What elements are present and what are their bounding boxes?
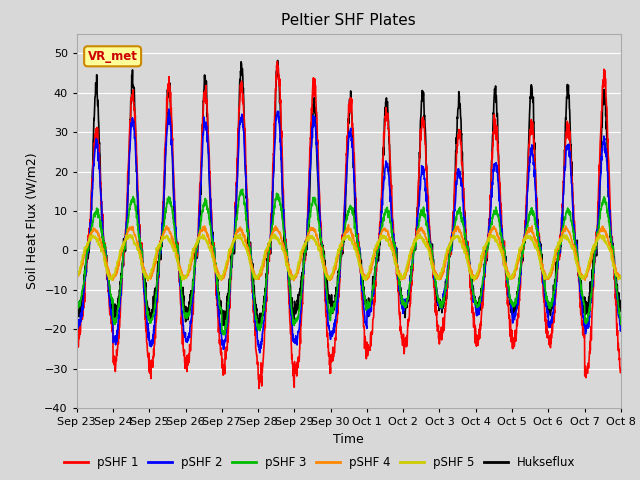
pSHF 3 (220, 332, 228, 337)
pSHF 5 (365, 273, 372, 279)
pSHF 1 (255, 385, 263, 391)
Hukseflux (584, 306, 592, 312)
Hukseflux (377, 228, 385, 234)
pSHF 1 (617, 366, 625, 372)
pSHF 4 (73, 275, 81, 280)
Hukseflux (274, 58, 282, 63)
pSHF 4 (570, 241, 577, 247)
pSHF 3 (377, 234, 385, 240)
pSHF 4 (344, 222, 352, 228)
pSHF 1 (584, 360, 592, 366)
pSHF 4 (508, 276, 515, 282)
Hukseflux (508, 303, 515, 309)
X-axis label: Time: Time (333, 432, 364, 445)
pSHF 2 (73, 324, 81, 330)
pSHF 1 (225, 321, 232, 326)
Line: Hukseflux: Hukseflux (77, 60, 621, 326)
Line: pSHF 3: pSHF 3 (77, 189, 621, 335)
Text: VR_met: VR_met (88, 50, 138, 63)
pSHF 3 (584, 311, 592, 316)
Hukseflux (570, 215, 577, 220)
pSHF 1 (73, 335, 81, 341)
pSHF 3 (570, 229, 577, 235)
pSHF 2 (570, 205, 577, 211)
pSHF 3 (73, 303, 81, 309)
Line: pSHF 2: pSHF 2 (77, 109, 621, 353)
pSHF 3 (225, 293, 232, 299)
pSHF 2 (225, 305, 232, 311)
pSHF 1 (508, 335, 515, 341)
pSHF 1 (273, 59, 281, 64)
pSHF 5 (73, 274, 81, 279)
pSHF 4 (377, 232, 385, 238)
pSHF 4 (365, 273, 372, 279)
Hukseflux (365, 298, 372, 304)
Line: pSHF 5: pSHF 5 (77, 234, 621, 281)
pSHF 4 (144, 278, 152, 284)
pSHF 5 (584, 263, 592, 268)
pSHF 2 (377, 226, 385, 231)
pSHF 4 (617, 274, 625, 280)
pSHF 4 (584, 268, 592, 274)
Line: pSHF 4: pSHF 4 (77, 225, 621, 281)
pSHF 5 (376, 237, 384, 242)
pSHF 5 (417, 231, 424, 237)
Title: Peltier SHF Plates: Peltier SHF Plates (282, 13, 416, 28)
pSHF 4 (225, 256, 232, 262)
pSHF 2 (584, 318, 592, 324)
pSHF 3 (508, 299, 515, 305)
pSHF 2 (508, 305, 515, 311)
pSHF 3 (365, 304, 372, 310)
Y-axis label: Soil Heat Flux (W/m2): Soil Heat Flux (W/m2) (26, 153, 38, 289)
pSHF 1 (377, 207, 385, 213)
pSHF 2 (165, 106, 173, 112)
pSHF 5 (508, 274, 515, 280)
Hukseflux (73, 309, 81, 314)
pSHF 1 (365, 346, 372, 351)
Hukseflux (617, 300, 625, 306)
pSHF 2 (365, 309, 372, 314)
pSHF 3 (239, 186, 246, 192)
pSHF 5 (617, 274, 625, 279)
pSHF 5 (225, 249, 232, 255)
Hukseflux (225, 288, 232, 294)
pSHF 5 (470, 278, 477, 284)
pSHF 5 (570, 245, 577, 251)
pSHF 2 (256, 350, 264, 356)
pSHF 1 (570, 209, 577, 215)
pSHF 3 (617, 322, 625, 327)
Hukseflux (257, 323, 264, 329)
pSHF 2 (617, 323, 625, 329)
Legend: pSHF 1, pSHF 2, pSHF 3, pSHF 4, pSHF 5, Hukseflux: pSHF 1, pSHF 2, pSHF 3, pSHF 4, pSHF 5, … (60, 452, 580, 474)
Line: pSHF 1: pSHF 1 (77, 61, 621, 388)
